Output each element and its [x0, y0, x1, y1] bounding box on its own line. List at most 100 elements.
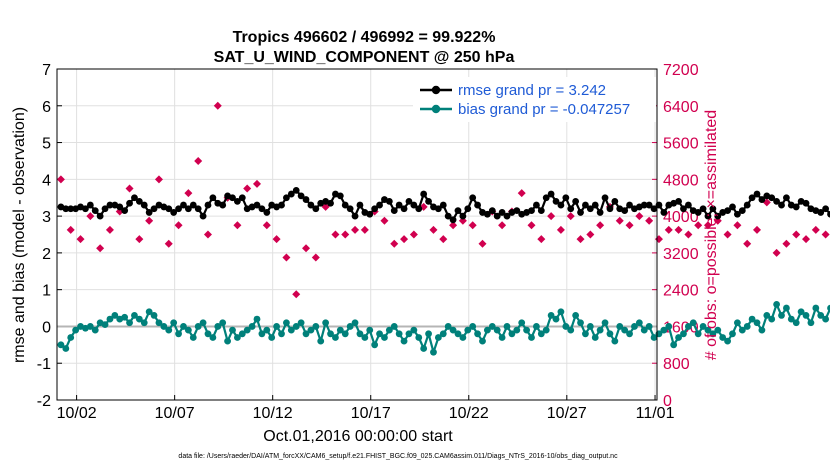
series-rmse	[57, 186, 830, 224]
bias-point	[111, 312, 119, 319]
rmse-point	[346, 205, 354, 213]
bias-point	[724, 337, 731, 345]
bias-point	[626, 330, 633, 338]
rmse-point	[121, 207, 129, 214]
obs-assimilated-point	[753, 225, 761, 234]
bias-point	[341, 330, 349, 338]
rmse-point	[415, 205, 423, 213]
bias-point	[562, 323, 570, 330]
rmse-point	[341, 201, 349, 209]
rmse-point	[748, 194, 756, 202]
bias-point	[635, 319, 643, 327]
bias-point	[616, 323, 624, 330]
obs-assimilated-point	[802, 235, 811, 244]
y-tick-label: 7	[42, 62, 51, 79]
obs-assimilated-point	[164, 239, 173, 248]
x-tick-label: 10/27	[547, 405, 587, 422]
legend-box	[413, 77, 656, 122]
rmse-point	[449, 216, 457, 224]
obs-assimilated-point	[537, 235, 546, 244]
bias-point	[567, 326, 575, 334]
rmse-point	[493, 212, 501, 220]
obs-assimilated-point	[547, 212, 556, 221]
bias-point	[317, 337, 325, 345]
bias-point	[753, 319, 761, 327]
bias-point	[263, 326, 271, 334]
legend: rmse grand pr = 3.242 bias grand pr = -0…	[413, 77, 656, 122]
rmse-point	[425, 198, 432, 205]
y-right-tick-label: 5600	[663, 136, 699, 153]
y-right-axis-label: # of obs: o=possible; ×=assimilated	[703, 110, 720, 360]
obs-assimilated-point	[135, 235, 144, 244]
rmse-point	[233, 198, 241, 205]
x-tick-label: 10/07	[155, 405, 195, 422]
rmse-point	[606, 205, 614, 213]
bias-point	[768, 315, 776, 323]
bias-point	[194, 323, 202, 330]
rmse-point	[351, 212, 359, 220]
obs-assimilated-point	[645, 216, 654, 225]
bias-point	[131, 312, 138, 319]
bias-point	[483, 326, 491, 334]
y-right-tick-label: 4000	[663, 209, 699, 226]
obs-assimilated-point	[56, 175, 65, 184]
bias-point	[802, 312, 810, 319]
rmse-point	[567, 205, 575, 213]
bias-point	[332, 334, 339, 341]
rmse-point	[204, 201, 212, 209]
bias-point	[204, 330, 212, 338]
rmse-point	[650, 205, 658, 213]
rmse-point	[660, 209, 668, 216]
bias-point	[180, 323, 187, 330]
obs-assimilated-point	[272, 235, 281, 244]
obs-assimilated-point	[635, 212, 644, 221]
obs-assimilated-point	[311, 253, 320, 262]
bias-point	[273, 323, 281, 330]
bias-point	[390, 323, 398, 330]
bias-point	[611, 337, 619, 345]
rmse-point	[498, 209, 506, 216]
bias-point	[376, 330, 383, 338]
bias-point	[591, 334, 599, 341]
obs-assimilated-point	[243, 184, 252, 193]
bias-point	[488, 323, 496, 330]
bias-point	[787, 315, 795, 323]
bias-point	[631, 323, 638, 330]
bias-point	[366, 326, 374, 334]
rmse-point	[184, 205, 192, 213]
obs-assimilated-point	[400, 235, 409, 244]
x-tick-label: 10/12	[253, 405, 293, 422]
bias-point	[650, 334, 658, 341]
bias-point	[572, 312, 580, 319]
obs-assimilated-point	[517, 189, 526, 198]
obs-assimilated-point	[302, 244, 311, 253]
rmse-point	[126, 199, 133, 207]
rmse-point	[150, 205, 158, 213]
bias-point	[523, 326, 531, 334]
y-right-tick-label: 7200	[663, 62, 699, 79]
bias-point	[670, 341, 678, 349]
bias-point	[170, 319, 178, 327]
rmse-point	[336, 192, 344, 200]
obs-assimilated-point	[213, 101, 222, 110]
bias-point	[817, 312, 825, 319]
bias-point	[135, 315, 143, 323]
obs-assimilated-point	[664, 225, 673, 234]
bias-point	[694, 330, 702, 338]
y-axis-ticks: -2 -1 0 1 2 3 4 5 6 7	[37, 62, 62, 410]
rmse-point	[611, 198, 619, 205]
rmse-point	[307, 201, 315, 209]
rmse-point	[420, 190, 428, 198]
rmse-point	[626, 201, 633, 209]
obs-assimilated-point	[125, 184, 134, 193]
rmse-point	[704, 212, 712, 220]
y-axis-label: rmse and bias (model - observation)	[11, 107, 28, 363]
obs-assimilated-point	[96, 244, 105, 253]
rmse-point	[376, 201, 383, 209]
bias-point	[439, 330, 447, 338]
rmse-point	[709, 205, 717, 213]
legend-bias-marker	[431, 104, 441, 114]
rmse-point	[488, 207, 496, 214]
rmse-point	[140, 201, 148, 209]
